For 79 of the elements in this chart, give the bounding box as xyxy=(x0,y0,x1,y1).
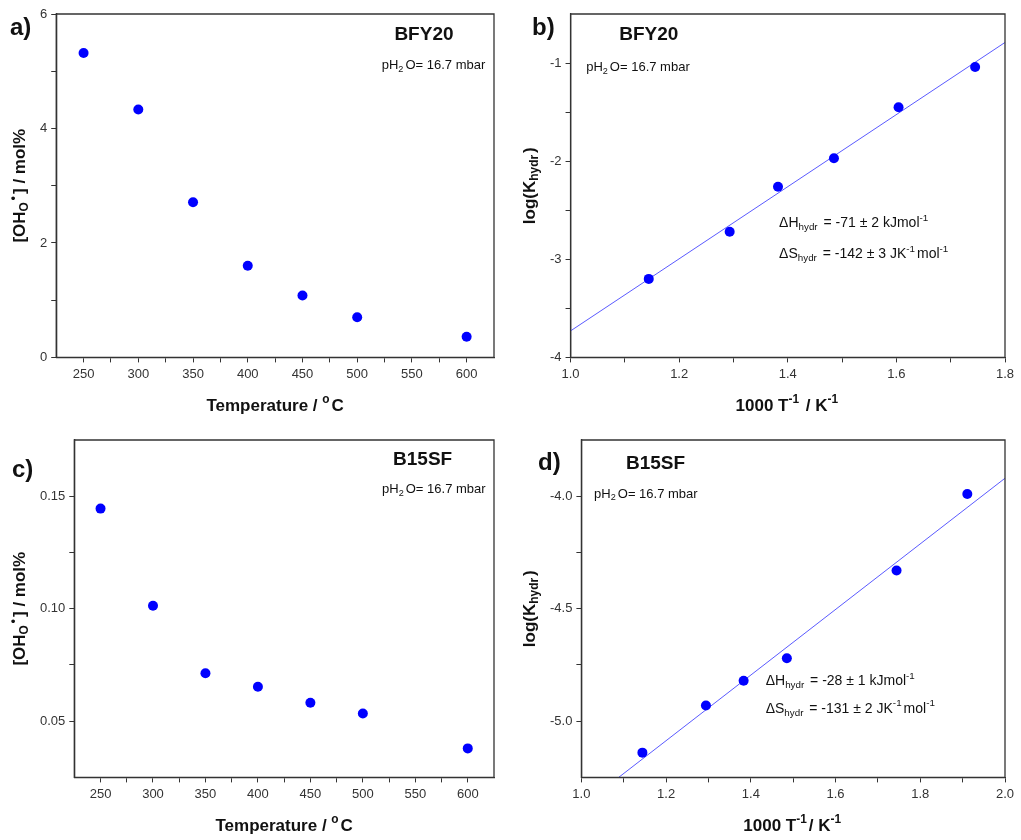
y-tick-label: -2 xyxy=(550,152,562,168)
text: b) xyxy=(532,12,555,40)
point xyxy=(970,61,981,72)
x-tick-label: 300 xyxy=(127,365,150,381)
point xyxy=(643,273,654,284)
annotation: BFY20 xyxy=(394,22,454,44)
y-tick-label: -4.0 xyxy=(549,487,573,503)
y-axis-title: log(Khydr) xyxy=(519,570,542,648)
x-tick-label: 1.8 xyxy=(911,785,930,801)
annotation: B15SF xyxy=(625,451,686,473)
x-tick-label: 400 xyxy=(247,785,269,801)
y-tick-label: 6 xyxy=(40,5,48,21)
point xyxy=(252,681,263,692)
x-tick-label: 250 xyxy=(72,365,95,381)
x-tick-label: 350 xyxy=(194,785,217,801)
x-tick-label: 550 xyxy=(401,365,423,381)
point xyxy=(352,312,363,323)
x-tick-label: 1.4 xyxy=(778,365,797,381)
x-tick-label: 1.0 xyxy=(561,365,580,381)
annotation: BFY20 xyxy=(619,22,679,44)
point xyxy=(148,600,158,611)
x-tick-label: 550 xyxy=(404,785,427,801)
point xyxy=(700,700,711,711)
point xyxy=(893,102,904,113)
point xyxy=(962,488,973,499)
x-tick-label: 450 xyxy=(291,365,314,381)
x-tick-label: 2.0 xyxy=(995,785,1015,801)
point xyxy=(637,747,648,758)
point xyxy=(773,181,784,192)
point xyxy=(462,743,473,754)
x-tick-label: 600 xyxy=(455,365,478,381)
point xyxy=(188,197,199,208)
point xyxy=(200,668,211,679)
y-tick-label: 0 xyxy=(40,348,48,364)
x-tick-label: 500 xyxy=(351,785,374,801)
x-tick-label: 1.2 xyxy=(670,365,689,381)
y-axis-title: [OHO•] / mol% xyxy=(5,128,32,243)
x-tick-label: 350 xyxy=(182,365,204,381)
point xyxy=(461,331,472,342)
point xyxy=(724,226,735,237)
x-tick-label: 250 xyxy=(89,785,112,801)
y-tick-label: -5.0 xyxy=(549,712,573,728)
x-tick-label: 1.0 xyxy=(572,785,591,801)
x-tick-label: 1.6 xyxy=(887,365,906,381)
point xyxy=(133,104,144,115)
point xyxy=(828,153,839,164)
y-tick-label: -3 xyxy=(550,250,562,266)
point xyxy=(305,697,316,708)
point xyxy=(891,565,902,576)
y-tick-label: -4 xyxy=(550,348,562,364)
x-tick-label: 450 xyxy=(299,785,322,801)
x-tick-label: 400 xyxy=(236,365,259,381)
y-axis-title: [OHO•] / mol% xyxy=(5,551,32,666)
point xyxy=(297,290,308,301)
x-tick-label: 1.8 xyxy=(995,365,1015,381)
y-tick-label: 4 xyxy=(40,120,48,136)
point xyxy=(357,708,368,719)
x-tick-label: 1.4 xyxy=(741,785,760,801)
text: d) xyxy=(538,447,561,475)
text: a) xyxy=(10,12,32,40)
y-tick-label: -1 xyxy=(550,54,562,70)
point xyxy=(242,260,253,271)
x-tick-label: 500 xyxy=(346,365,369,381)
x-tick-label: 600 xyxy=(456,785,479,801)
annotation: B15SF xyxy=(393,448,453,470)
point xyxy=(738,675,749,686)
text: c) xyxy=(12,454,34,482)
y-axis-title: log(Khydr) xyxy=(519,147,542,225)
x-tick-label: 1.6 xyxy=(826,785,845,801)
y-tick-label: -4.5 xyxy=(549,600,573,616)
x-tick-label: 300 xyxy=(142,785,164,801)
point xyxy=(95,503,106,514)
y-tick-label: 0.10 xyxy=(39,600,66,616)
y-tick-label: 0.05 xyxy=(39,712,66,728)
point xyxy=(781,653,792,664)
x-tick-label: 1.2 xyxy=(657,785,676,801)
y-tick-label: 2 xyxy=(40,234,48,250)
y-tick-label: 0.15 xyxy=(39,487,66,503)
point xyxy=(78,47,89,58)
